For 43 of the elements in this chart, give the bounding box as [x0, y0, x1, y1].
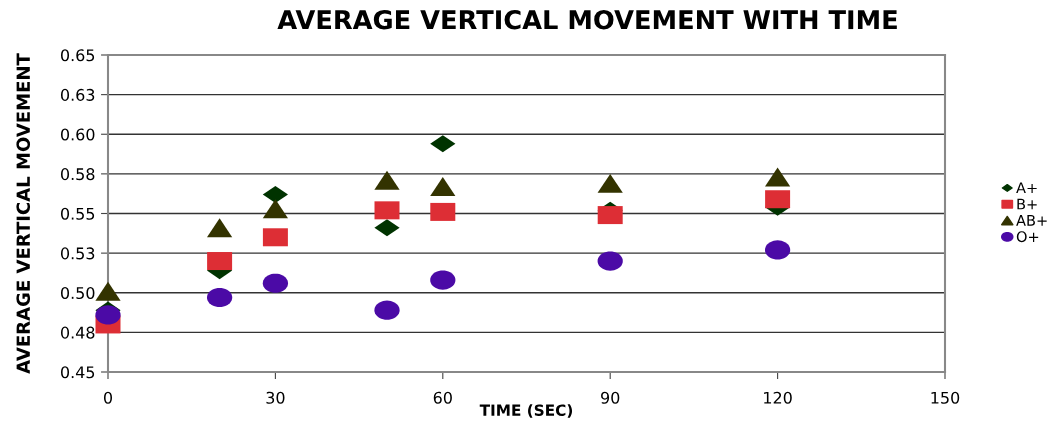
- y-axis-title: AVERAGE VERTICAL MOVEMENT: [16, 53, 31, 374]
- y-tick-label: 0.50: [60, 286, 95, 300]
- point: [262, 228, 288, 247]
- x-tick-label: 120: [764, 391, 792, 404]
- point: [374, 300, 400, 320]
- point: [206, 287, 233, 308]
- y-tick-label: 0.45: [60, 366, 95, 379]
- point: [430, 270, 456, 290]
- point: [374, 170, 400, 190]
- y-tick-label: 0.60: [60, 128, 95, 141]
- legend-label: AB+: [1016, 215, 1047, 226]
- point: [262, 273, 289, 293]
- point: [95, 281, 121, 301]
- x-tick-label: 30: [266, 391, 285, 404]
- legend-label: B+: [1017, 198, 1037, 210]
- y-tick-label: 0.63: [60, 88, 95, 101]
- legend-label: A+: [1016, 182, 1037, 194]
- y-tick-label: 0.53: [60, 247, 95, 260]
- point: [206, 218, 233, 238]
- legend-label: O+: [1016, 231, 1039, 243]
- x-tick-label: 60: [433, 391, 452, 404]
- point: [374, 201, 400, 220]
- point: [597, 251, 623, 271]
- point: [262, 199, 289, 219]
- y-tick-label: 0.58: [60, 168, 95, 181]
- point: [597, 173, 623, 193]
- chart-title: AVERAGE VERTICAL MOVEMENT WITH TIME: [277, 10, 897, 30]
- point: [207, 252, 233, 271]
- x-tick-label: 150: [931, 391, 960, 404]
- x-tick-label: 0: [103, 391, 113, 404]
- point: [765, 190, 791, 209]
- point: [262, 185, 289, 204]
- point: [764, 240, 791, 260]
- point: [430, 202, 456, 221]
- y-tick-label: 0.65: [60, 49, 95, 62]
- point: [597, 206, 623, 225]
- x-tick-label: 90: [601, 391, 620, 404]
- y-tick-label: 0.48: [60, 326, 95, 339]
- y-tick-label: 0.55: [60, 207, 95, 220]
- point: [95, 305, 121, 325]
- point: [430, 177, 456, 197]
- point: [764, 167, 791, 187]
- x-axis-title: TIME (SEC): [479, 404, 573, 418]
